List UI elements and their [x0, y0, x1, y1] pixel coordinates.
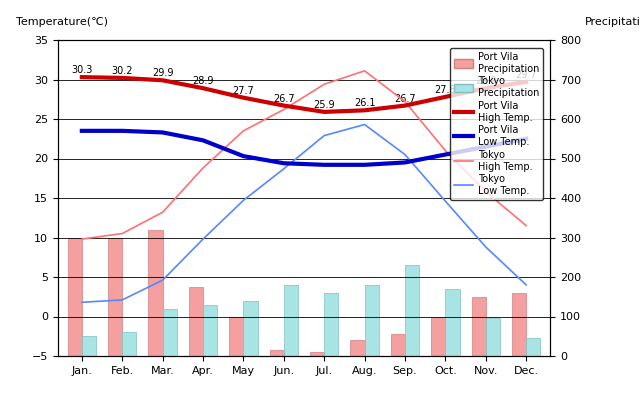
Bar	[512, 293, 526, 356]
Bar	[68, 238, 82, 356]
Bar	[351, 340, 365, 356]
Text: 30.3: 30.3	[71, 65, 93, 75]
Text: 27.8: 27.8	[435, 85, 456, 95]
Bar	[189, 287, 203, 356]
Text: 26.1: 26.1	[354, 98, 375, 108]
Text: 29.7: 29.7	[515, 70, 537, 80]
Bar	[148, 230, 163, 356]
Text: 26.7: 26.7	[273, 94, 294, 104]
Bar	[365, 285, 379, 356]
Text: 27.7: 27.7	[232, 86, 254, 96]
Bar	[269, 350, 284, 356]
Bar	[486, 318, 500, 356]
Bar	[405, 265, 419, 356]
Bar	[324, 293, 339, 356]
Text: 28.9: 28.9	[475, 76, 497, 86]
Bar	[163, 309, 177, 356]
Text: Precipitation(mm): Precipitation(mm)	[585, 17, 640, 27]
Bar	[203, 305, 217, 356]
Bar	[391, 334, 405, 356]
Text: 26.7: 26.7	[394, 94, 416, 104]
Bar	[229, 316, 243, 356]
Bar	[82, 336, 96, 356]
Text: Temperature(℃): Temperature(℃)	[16, 17, 108, 27]
Legend: Port Vila
Precipitation, Tokyo
Precipitation, Port Vila
High Temp., Port Vila
Lo: Port Vila Precipitation, Tokyo Precipita…	[450, 48, 543, 200]
Bar	[431, 316, 445, 356]
Bar	[310, 352, 324, 356]
Text: 25.9: 25.9	[314, 100, 335, 110]
Bar	[243, 301, 257, 356]
Bar	[472, 297, 486, 356]
Text: 29.9: 29.9	[152, 68, 173, 78]
Bar	[108, 238, 122, 356]
Bar	[445, 289, 460, 356]
Bar	[284, 285, 298, 356]
Text: 28.9: 28.9	[192, 76, 214, 86]
Bar	[526, 338, 540, 356]
Text: 30.2: 30.2	[111, 66, 133, 76]
Bar	[122, 332, 136, 356]
